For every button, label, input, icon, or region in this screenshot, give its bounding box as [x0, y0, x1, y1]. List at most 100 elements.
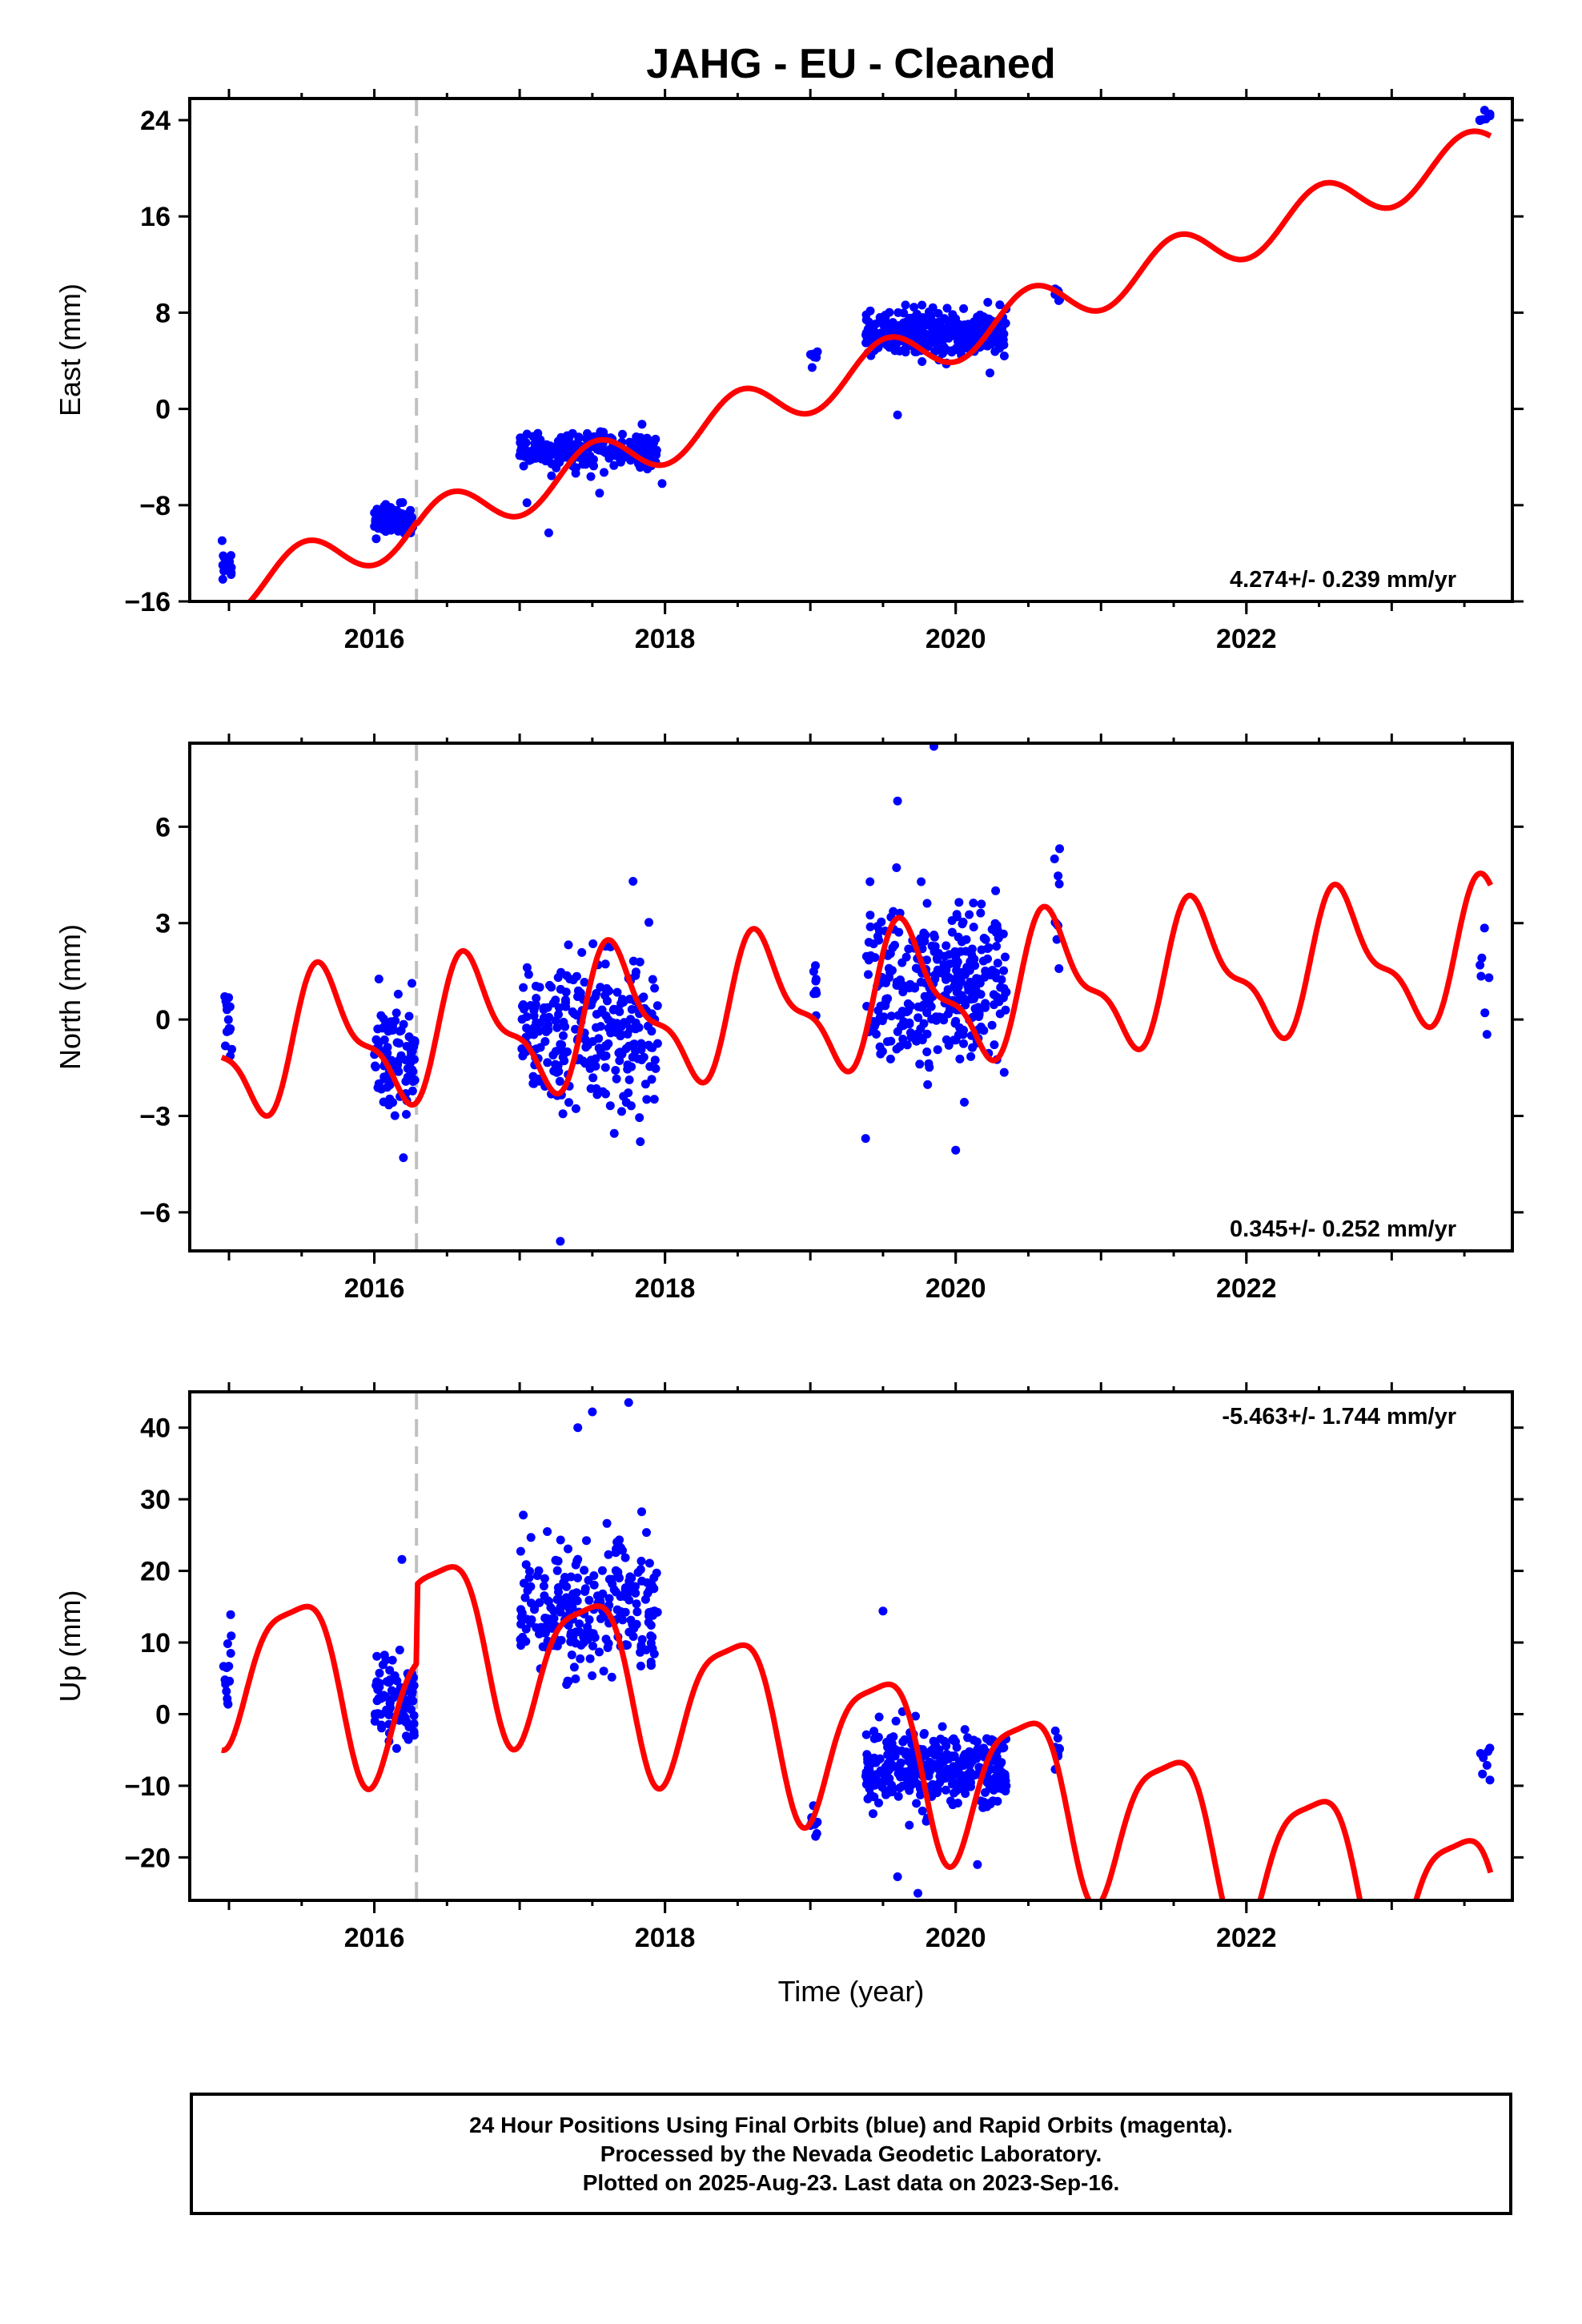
data-point: [553, 1583, 563, 1592]
data-point: [559, 1031, 568, 1040]
data-point: [966, 1760, 975, 1770]
data-point: [612, 1074, 621, 1084]
data-point: [861, 951, 871, 961]
x-tick-label: 2016: [344, 1923, 405, 1953]
data-point: [543, 1023, 552, 1033]
data-point: [379, 1693, 388, 1702]
data-point: [588, 1641, 597, 1651]
data-point: [618, 429, 627, 439]
data-point: [865, 922, 875, 931]
data-point: [910, 983, 920, 993]
data-point: [998, 323, 1007, 332]
data-point: [524, 1030, 534, 1039]
data-point: [539, 1013, 548, 1023]
data-point: [401, 519, 411, 529]
data-point: [549, 1614, 559, 1623]
data-point: [644, 1021, 652, 1031]
data-point: [919, 1019, 929, 1028]
data-point: [372, 505, 382, 514]
data-point: [861, 1730, 871, 1739]
data-point: [960, 1725, 970, 1735]
data-point: [604, 1638, 613, 1648]
data-point: [628, 1619, 637, 1629]
data-point: [986, 368, 994, 378]
data-point: [552, 1023, 562, 1032]
data-point: [391, 1743, 401, 1753]
data-point: [651, 1063, 661, 1073]
x-tick-label: 2018: [635, 1923, 696, 1953]
data-point: [599, 1667, 608, 1676]
data-point: [642, 1528, 651, 1538]
data-point: [592, 1023, 600, 1032]
data-point: [544, 528, 553, 537]
y-axis-label-north: North (mm): [54, 924, 86, 1070]
rate-label-east: 4.274+/- 0.239 mm/yr: [1230, 567, 1456, 593]
data-point: [924, 1059, 934, 1068]
data-point: [942, 304, 952, 313]
data-point: [528, 1072, 538, 1081]
data-point: [887, 1780, 897, 1790]
data-point: [573, 986, 583, 995]
data-point: [647, 1075, 656, 1084]
data-point: [626, 1101, 636, 1111]
data-point: [393, 526, 403, 536]
data-point: [584, 1575, 593, 1585]
data-point: [636, 432, 645, 442]
data-point: [939, 1015, 949, 1025]
frame-up: [188, 1390, 1514, 1902]
data-point: [887, 1744, 897, 1753]
data-point: [889, 907, 898, 916]
frame-east: [188, 97, 1514, 603]
data-point: [373, 1083, 383, 1092]
data-point: [564, 1098, 573, 1108]
data-point: [876, 316, 885, 325]
data-point: [404, 1735, 413, 1744]
data-point: [934, 1745, 944, 1755]
y-axis-label-up: Up (mm): [54, 1590, 86, 1703]
footer-line-plotted: Plotted on 2025-Aug-23. Last data on 202…: [582, 2169, 1120, 2195]
data-point: [969, 923, 978, 932]
data-point: [933, 1045, 942, 1055]
data-point: [807, 350, 817, 360]
data-point: [571, 1674, 580, 1683]
data-point: [987, 1775, 996, 1784]
data-point: [942, 1750, 952, 1759]
data-point: [998, 1772, 1008, 1781]
data-point: [589, 461, 598, 471]
data-point: [637, 994, 647, 1003]
data-point: [518, 1051, 528, 1061]
x-tick-label: 2018: [635, 1273, 696, 1304]
data-point: [893, 410, 902, 420]
data-point: [524, 448, 534, 457]
data-point: [917, 300, 927, 310]
x-tick-label: 2022: [1216, 624, 1277, 654]
data-point: [807, 363, 817, 372]
data-point: [385, 1080, 395, 1090]
data-point: [986, 340, 995, 349]
data-point: [572, 971, 581, 981]
data-point: [1054, 871, 1063, 881]
data-point: [920, 991, 930, 1001]
data-point: [943, 1764, 952, 1774]
data-point: [539, 1582, 548, 1590]
data-point: [610, 448, 620, 458]
data-point: [981, 1003, 990, 1012]
data-point: [885, 1054, 895, 1063]
data-point: [543, 1527, 552, 1536]
data-point: [941, 1785, 950, 1795]
data-point: [942, 1035, 951, 1044]
data-point: [572, 463, 581, 472]
data-point: [811, 975, 821, 984]
data-point: [987, 1735, 997, 1744]
data-point: [886, 1036, 896, 1046]
data-point: [959, 304, 969, 313]
chart-title: JAHG - EU - Cleaned: [646, 41, 1055, 87]
data-point: [624, 1075, 634, 1084]
data-point: [525, 1566, 534, 1576]
y-tick-label: 20: [140, 1557, 171, 1587]
data-point: [375, 513, 383, 522]
data-point: [1050, 854, 1059, 863]
data-point: [957, 1758, 966, 1767]
data-point: [572, 1588, 581, 1598]
data-point: [547, 471, 556, 480]
